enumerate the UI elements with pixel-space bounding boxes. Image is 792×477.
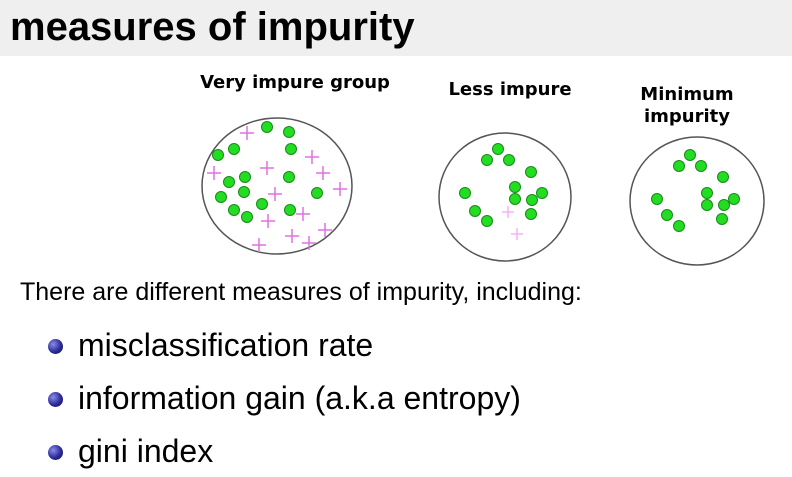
- group-label-minimum-impurity: Minimum impurity: [640, 84, 734, 127]
- plus-marker: [302, 236, 316, 250]
- dot-marker: [481, 215, 493, 227]
- group-label-very-impure: Very impure group: [200, 72, 390, 93]
- plus-marker: [285, 229, 299, 243]
- plus-marker: [240, 126, 254, 140]
- dot-marker: [238, 186, 250, 198]
- dot-marker: [728, 193, 740, 205]
- plus-marker: [260, 161, 274, 175]
- dot-marker: [684, 149, 696, 161]
- dot-marker: [695, 160, 707, 172]
- intro-text: There are different measures of impurity…: [20, 278, 582, 306]
- dot-marker: [469, 205, 481, 217]
- dot-marker: [701, 199, 713, 211]
- plus-marker: [318, 223, 332, 237]
- dot-marker: [223, 176, 235, 188]
- plus-markers: [207, 126, 347, 252]
- dot-marker: [283, 171, 295, 183]
- plus-marker: [305, 150, 319, 164]
- dot-marker: [661, 209, 673, 221]
- plus-marker: [333, 182, 347, 196]
- dot-markers: [651, 149, 740, 232]
- dot-marker: [526, 194, 538, 206]
- dot-marker: [239, 171, 251, 183]
- plus-marker: [502, 206, 514, 218]
- dot-marker: [673, 220, 685, 232]
- group-minimum-impurity: [629, 136, 765, 266]
- plus-markers: [502, 206, 523, 240]
- dot-marker: [492, 143, 504, 155]
- bullet-icon: [48, 392, 63, 407]
- measure-label: gini index: [78, 432, 214, 469]
- group-very-impure: [201, 117, 353, 255]
- plus-marker: [316, 166, 330, 180]
- dot-marker: [651, 193, 663, 205]
- dot-marker: [241, 211, 253, 223]
- list-item: information gain (a.k.a entropy): [48, 371, 521, 424]
- plus-marker: [252, 238, 266, 252]
- group-circle: [438, 132, 572, 262]
- dot-markers: [459, 143, 548, 227]
- dot-marker: [525, 208, 537, 220]
- bullet-icon: [48, 445, 63, 460]
- plus-marker: [296, 207, 310, 221]
- measure-label: information gain (a.k.a entropy): [78, 379, 521, 416]
- group-less-impure: [438, 132, 572, 262]
- group-circle: [629, 136, 765, 266]
- dot-marker: [285, 143, 297, 155]
- list-item: misclassification rate: [48, 318, 521, 371]
- dot-markers: [212, 121, 323, 223]
- dot-marker: [701, 187, 713, 199]
- bullet-icon: [48, 339, 63, 354]
- dot-marker: [509, 181, 521, 193]
- dot-marker: [228, 204, 240, 216]
- measures-list: misclassification rate information gain …: [48, 318, 521, 477]
- dot-marker: [536, 187, 548, 199]
- plus-marker: [511, 228, 523, 240]
- dot-marker: [509, 193, 521, 205]
- dot-marker: [716, 213, 728, 225]
- dot-marker: [215, 191, 227, 203]
- dot-marker: [311, 187, 323, 199]
- dot-marker: [261, 121, 273, 133]
- dot-marker: [459, 187, 471, 199]
- title-bar: [0, 0, 792, 56]
- dot-marker: [503, 154, 515, 166]
- slide-title: measures of impurity: [10, 5, 415, 49]
- group-label-less-impure: Less impure: [448, 79, 572, 100]
- dot-marker: [228, 143, 240, 155]
- group-circle: [201, 117, 353, 255]
- dot-marker: [284, 204, 296, 216]
- dot-marker: [481, 154, 493, 166]
- dot-marker: [525, 166, 537, 178]
- dot-marker: [673, 160, 685, 172]
- plus-marker: [207, 166, 221, 180]
- impurity-diagram: [201, 117, 765, 266]
- dot-marker: [212, 149, 224, 161]
- list-item: gini index: [48, 424, 521, 477]
- measure-label: misclassification rate: [78, 326, 374, 363]
- dot-marker: [717, 171, 729, 183]
- plus-marker: [268, 187, 282, 201]
- dot-marker: [283, 126, 295, 138]
- dot-marker: [256, 198, 268, 210]
- dot-marker: [718, 199, 730, 211]
- plus-marker: [261, 214, 275, 228]
